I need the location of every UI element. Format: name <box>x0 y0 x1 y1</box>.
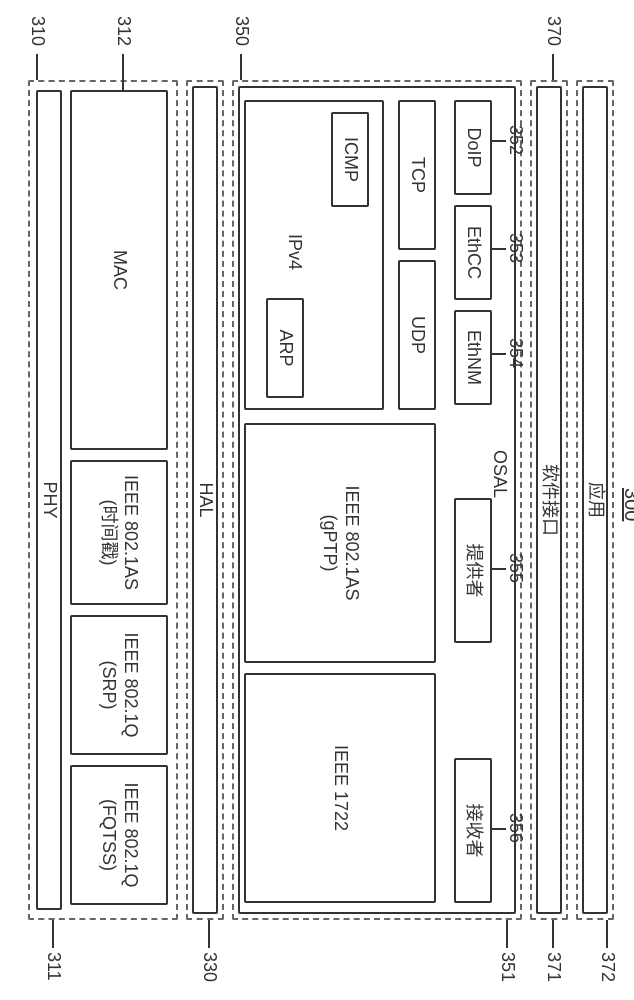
callout-line <box>52 920 54 948</box>
gptp-label: IEEE 802.1AS (gPTP) <box>316 483 363 602</box>
figure-number: 300 <box>619 488 634 521</box>
osal-label: OSAL <box>486 448 512 500</box>
mac-box: MAC <box>70 90 168 450</box>
timestamp-label: IEEE 802.1AS (时间戳) <box>95 473 142 592</box>
callout-353: 353 <box>505 233 526 263</box>
receiver-box: 接收者 <box>454 758 492 903</box>
callout-330: 330 <box>199 952 220 982</box>
callout-line <box>492 140 506 142</box>
hal-layer: HAL <box>192 86 218 914</box>
tcp-label: TCP <box>404 155 430 195</box>
callout-310: 310 <box>27 16 48 46</box>
hal-label: HAL <box>192 480 218 519</box>
provider-label: 提供者 <box>460 542 486 600</box>
tcp-box: TCP <box>398 100 436 250</box>
srp-label: IEEE 802.1Q (SRP) <box>95 630 142 739</box>
phy-box: PHY <box>36 90 62 910</box>
callout-372: 372 <box>597 952 618 982</box>
receiver-label: 接收者 <box>460 802 486 860</box>
arp-label: ARP <box>272 327 298 368</box>
icmp-box: ICMP <box>331 112 369 207</box>
app-layer-label: 应用 <box>582 480 608 520</box>
swif-layer: 软件接口 <box>536 86 562 914</box>
swif-layer-label: 软件接口 <box>536 462 562 538</box>
callout-312: 312 <box>113 16 134 46</box>
ethnm-box: EthNM <box>454 310 492 405</box>
callout-line <box>492 248 506 250</box>
callout-line <box>552 54 554 80</box>
callout-line <box>552 920 554 948</box>
callout-350: 350 <box>231 16 252 46</box>
callout-line <box>122 54 124 90</box>
timestamp-box: IEEE 802.1AS (时间戳) <box>70 460 168 605</box>
callout-line <box>492 568 506 570</box>
callout-line <box>36 54 38 80</box>
callout-311: 311 <box>43 952 64 981</box>
doip-label: DoIP <box>460 125 486 169</box>
fqtss-label: IEEE 802.1Q (FQTSS) <box>95 780 142 889</box>
callout-356: 356 <box>505 813 526 843</box>
gptp-box: IEEE 802.1AS (gPTP) <box>244 423 436 663</box>
callout-line <box>492 828 506 830</box>
callout-355: 355 <box>505 553 526 583</box>
app-layer: 应用 <box>582 86 608 914</box>
callout-351: 351 <box>497 952 518 982</box>
ethnm-label: EthNM <box>460 328 486 387</box>
icmp-label: ICMP <box>337 135 363 184</box>
fqtss-box: IEEE 802.1Q (FQTSS) <box>70 765 168 905</box>
callout-line <box>208 920 210 948</box>
callout-354: 354 <box>505 338 526 368</box>
ethcc-box: EthCC <box>454 205 492 300</box>
architecture-diagram: 300 应用 372 软件接口 370 371 350 351 OSAL DoI… <box>20 20 614 980</box>
callout-line <box>492 353 506 355</box>
arp-box: ARP <box>266 298 304 398</box>
callout-352: 352 <box>505 125 526 155</box>
callout-line <box>506 920 508 948</box>
ieee1722-box: IEEE 1722 <box>244 673 436 903</box>
mac-label: MAC <box>106 248 132 292</box>
phy-label: PHY <box>36 479 62 520</box>
callout-line <box>606 920 608 948</box>
provider-box: 提供者 <box>454 498 492 643</box>
callout-370: 370 <box>543 16 564 46</box>
ipv4-label: IPv4 <box>281 232 307 272</box>
ethcc-label: EthCC <box>460 224 486 281</box>
srp-box: IEEE 802.1Q (SRP) <box>70 615 168 755</box>
ieee1722-label: IEEE 1722 <box>327 743 353 833</box>
udp-label: UDP <box>404 314 430 356</box>
callout-line <box>240 54 242 80</box>
callout-371: 371 <box>543 952 564 982</box>
udp-box: UDP <box>398 260 436 410</box>
doip-box: DoIP <box>454 100 492 195</box>
